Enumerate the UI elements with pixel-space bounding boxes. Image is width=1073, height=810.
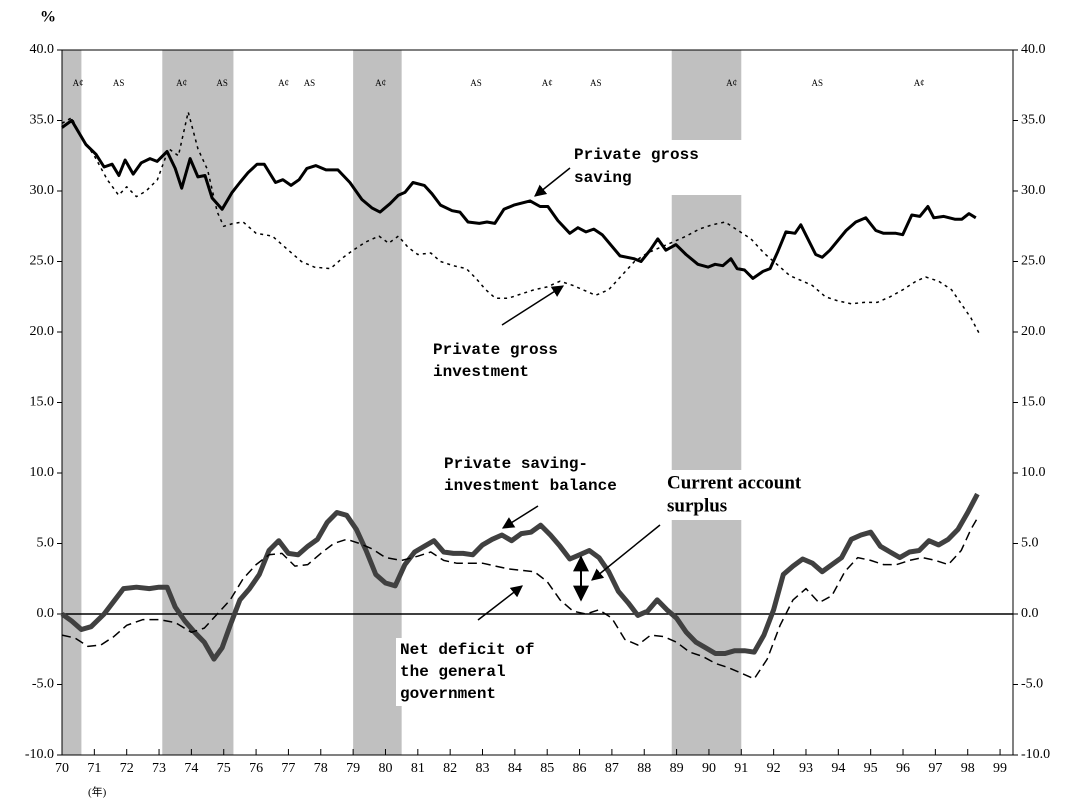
series-line — [61, 517, 979, 680]
annotation: Private gross — [574, 146, 699, 164]
x-tick-label: 81 — [411, 761, 425, 776]
y-tick-label: 40.0 — [30, 42, 55, 57]
annotation: surplus — [667, 495, 727, 516]
x-tick-label: 98 — [961, 761, 975, 776]
cycle-label: AS — [590, 78, 602, 88]
x-tick-label: 74 — [184, 761, 198, 776]
label-box — [566, 140, 742, 195]
annotation: Private saving- — [444, 455, 588, 473]
x-tick-label: 70 — [55, 761, 69, 776]
series-line — [61, 119, 977, 280]
y2-tick-label: 0.0 — [1021, 606, 1039, 621]
cycle-label: A¢ — [176, 78, 187, 88]
cycle-label: A¢ — [73, 78, 84, 88]
x-tick-label: 95 — [864, 761, 878, 776]
series-line — [60, 492, 980, 662]
cycle-label: AS — [113, 78, 125, 88]
cycle-label: A¢ — [726, 78, 737, 88]
y2-tick-label: 10.0 — [1021, 465, 1046, 480]
cycle-label: A¢ — [375, 78, 386, 88]
y-tick-label: 5.0 — [37, 536, 55, 551]
cycle-label: AS — [216, 78, 228, 88]
x-tick-label: 91 — [734, 761, 748, 776]
x-tick-label: 75 — [217, 761, 231, 776]
annotation: government — [400, 685, 496, 703]
x-tick-label: 76 — [249, 761, 263, 776]
cycle-label: AS — [812, 78, 824, 88]
x-tick-label: 86 — [573, 761, 587, 776]
annotations: Private gross saving Private gross inves… — [396, 140, 870, 706]
arrow — [591, 524, 661, 581]
y-tick-label: 20.0 — [30, 324, 55, 339]
x-tick-label: 87 — [605, 761, 619, 776]
x-tick-label: 79 — [346, 761, 360, 776]
y-unit: % — [40, 9, 56, 26]
y2-tick-label: 15.0 — [1021, 395, 1046, 410]
x-tick-label: 96 — [896, 761, 910, 776]
x-tick-label: 82 — [443, 761, 457, 776]
y-tick-label: 30.0 — [30, 183, 55, 198]
y2-tick-label: 25.0 — [1021, 254, 1046, 269]
y2-tick-label: 35.0 — [1021, 113, 1046, 128]
y-tick-label: 10.0 — [30, 465, 55, 480]
y-tick-label: -5.0 — [32, 677, 54, 692]
cycle-label: AS — [470, 78, 482, 88]
x-tick-label: 97 — [928, 761, 942, 776]
x-tick-label: 94 — [831, 761, 845, 776]
annotation: the general — [400, 663, 506, 681]
x-tick-label: 72 — [120, 761, 134, 776]
cycle-label: A¢ — [278, 78, 289, 88]
x-tick-label: 78 — [314, 761, 328, 776]
y-tick-label: -10.0 — [25, 747, 54, 762]
y-tick-label: 15.0 — [30, 395, 55, 410]
x-tick-label: 73 — [152, 761, 166, 776]
annotation: Current account — [667, 472, 802, 493]
y2-tick-label: 40.0 — [1021, 42, 1046, 57]
axes: -10.0 -10.0 -5.0 -5.0 0.0 0.0 5.0 5.0 10.0 10.0 15… — [25, 42, 1050, 776]
x-tick-label: 71 — [87, 761, 101, 776]
series-line — [61, 111, 982, 337]
shaded-period — [62, 50, 82, 755]
label-box — [440, 452, 630, 498]
x-tick-label: 88 — [637, 761, 651, 776]
annotation: investment — [433, 363, 529, 381]
lines — [60, 111, 982, 680]
cycle-label: A¢ — [542, 78, 553, 88]
y2-tick-label: 20.0 — [1021, 324, 1046, 339]
annotation: Private gross — [433, 341, 558, 359]
x-tick-label: 99 — [993, 761, 1007, 776]
cycle-label: AS — [304, 78, 316, 88]
annotation: saving — [574, 169, 632, 187]
y-tick-label: 0.0 — [37, 606, 55, 621]
x-tick-label: 83 — [476, 761, 490, 776]
x-tick-label: 80 — [378, 761, 392, 776]
x-tick-label: 92 — [767, 761, 781, 776]
arrow — [477, 585, 523, 621]
annotation: Net deficit of — [400, 641, 534, 659]
shaded-period — [353, 50, 402, 755]
x-tick-label: 85 — [540, 761, 554, 776]
arrow — [534, 167, 571, 197]
cycle-label: A¢ — [914, 78, 925, 88]
x-unit: (年) — [88, 785, 107, 799]
arrow — [501, 505, 539, 529]
x-tick-label: 93 — [799, 761, 813, 776]
x-tick-label: 77 — [281, 761, 295, 776]
x-tick-label: 84 — [508, 761, 522, 776]
x-tick-label: 89 — [670, 761, 684, 776]
y2-tick-label: -10.0 — [1021, 747, 1050, 762]
y2-tick-label: 30.0 — [1021, 183, 1046, 198]
label-box — [396, 638, 546, 706]
annotation: investment balance — [444, 477, 617, 495]
y-tick-label: 35.0 — [30, 113, 55, 128]
y2-tick-label: 5.0 — [1021, 536, 1039, 551]
arrow — [501, 285, 565, 326]
x-tick-label: 90 — [702, 761, 716, 776]
y2-tick-label: -5.0 — [1021, 677, 1043, 692]
y-tick-label: 25.0 — [30, 254, 55, 269]
label-box — [662, 470, 870, 520]
